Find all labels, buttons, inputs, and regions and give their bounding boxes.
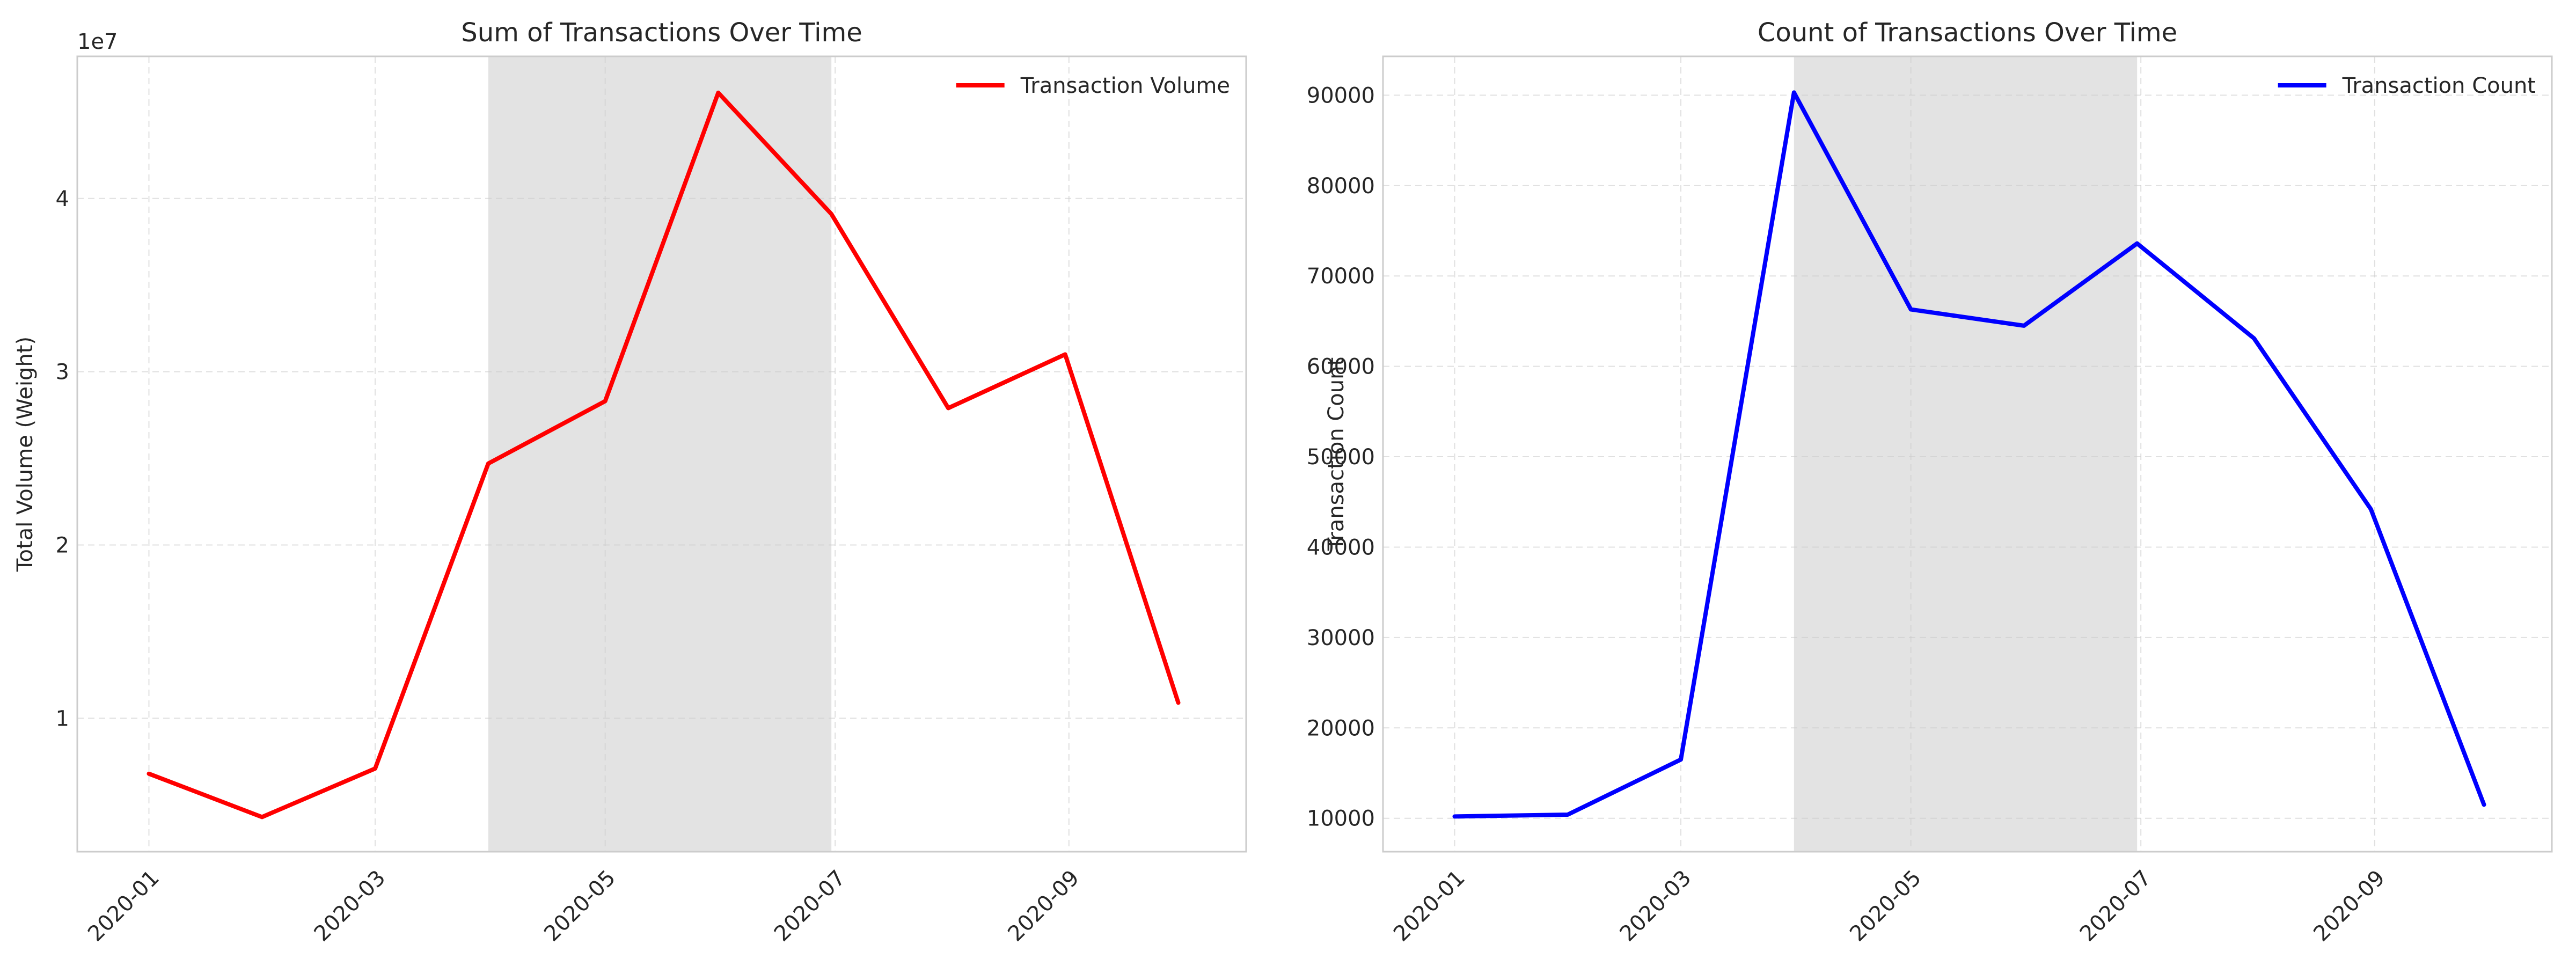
data-point	[1679, 757, 1683, 762]
chart-panel-1: 1 2 3 4 2020-01 2020-03 2020-05 2020-07 2020-09 S…	[13, 18, 1247, 947]
data-point	[2252, 336, 2256, 340]
y-tick-label: 60000	[1307, 355, 1375, 379]
grid	[1383, 56, 2552, 852]
y-tick-label: 30000	[1307, 626, 1375, 650]
data-point	[1063, 352, 1067, 356]
y-tick-label: 1	[56, 706, 69, 731]
x-tick-label: 2020-09	[2309, 866, 2390, 947]
data-point	[486, 462, 491, 466]
y-axis-label: Total Volume (Weight)	[13, 336, 38, 572]
x-tick-label: 2020-05	[1845, 866, 1926, 947]
y-tick-label: 4	[56, 187, 69, 211]
chart-title: Count of Transactions Over Time	[1758, 18, 2177, 48]
shaded-period	[488, 56, 832, 852]
data-point	[829, 212, 833, 216]
x-tick-label: 2020-09	[1003, 866, 1084, 947]
series-line-1	[147, 90, 1181, 819]
data-point	[1565, 813, 1570, 817]
y-tick-label: 80000	[1307, 174, 1375, 199]
data-point	[373, 766, 377, 771]
data-point	[1909, 308, 1913, 312]
data-point	[716, 91, 720, 95]
axes-frame	[1382, 55, 2553, 853]
x-tick-label: 2020-03	[310, 866, 391, 947]
y-tick-label: 50000	[1307, 445, 1375, 470]
y-tick-label: 70000	[1307, 264, 1375, 289]
axes-frame	[76, 55, 1247, 853]
data-point	[2022, 324, 2026, 328]
legend-label: Transaction Volume	[1020, 74, 1230, 98]
x-tick-label: 2020-01	[1389, 866, 1470, 947]
legend-label: Transaction Count	[2342, 74, 2536, 98]
y-tick-label: 20000	[1307, 716, 1375, 741]
x-tick-label: 2020-03	[1615, 866, 1696, 947]
plot-area	[1383, 56, 2552, 852]
chart-panel-2: 10000 20000 30000 40000 50000 60000 70000 80000…	[1307, 18, 2553, 947]
y-scale-offset-label: 1e7	[77, 30, 118, 54]
legend: Transaction Count	[2278, 74, 2536, 98]
data-point	[1452, 814, 1457, 818]
y-tick-label: 3	[56, 360, 69, 385]
shaded-period	[1794, 56, 2138, 852]
y-tick-label: 10000	[1307, 807, 1375, 831]
data-point	[946, 406, 950, 410]
data-point	[2135, 241, 2139, 246]
y-axis-label: Transaction Count	[1324, 357, 1349, 551]
series-line-1	[1452, 90, 2486, 819]
plot-area	[77, 56, 1246, 852]
data-point	[2482, 802, 2486, 807]
y-tick-label: 40000	[1307, 535, 1375, 560]
chart-title: Sum of Transactions Over Time	[461, 18, 862, 48]
data-point	[2369, 507, 2373, 511]
data-point	[603, 399, 608, 404]
x-tick-label: 2020-07	[770, 866, 851, 947]
x-tick-label: 2020-07	[2075, 866, 2156, 947]
data-point	[260, 815, 264, 819]
y-tick-label: 2	[56, 533, 69, 558]
y-tick-label: 90000	[1307, 83, 1375, 108]
data-point	[147, 772, 151, 776]
data-point	[1176, 700, 1181, 705]
x-tick-label: 2020-01	[83, 866, 164, 947]
legend: Transaction Volume	[956, 74, 1230, 98]
grid	[77, 56, 1246, 852]
x-tick-label: 2020-05	[539, 866, 620, 947]
data-point	[1792, 90, 1796, 94]
